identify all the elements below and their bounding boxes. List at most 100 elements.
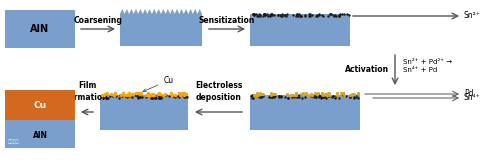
Point — [282, 14, 290, 17]
Point — [301, 14, 309, 17]
Point — [283, 13, 291, 16]
Point — [260, 15, 268, 17]
Point — [316, 97, 324, 99]
Point — [267, 95, 275, 97]
Bar — [100, 95, 188, 130]
Point — [266, 95, 274, 98]
Point — [142, 95, 150, 98]
Polygon shape — [120, 9, 202, 46]
Point — [262, 13, 270, 16]
Point — [122, 94, 130, 97]
Point — [282, 93, 290, 95]
Point — [136, 92, 144, 95]
Point — [294, 96, 302, 99]
Text: Film
formation: Film formation — [66, 81, 108, 102]
Point — [256, 96, 264, 99]
Point — [110, 94, 118, 96]
Point — [346, 93, 354, 96]
Point — [264, 14, 272, 17]
Point — [148, 97, 156, 99]
Point — [143, 94, 151, 97]
Point — [266, 12, 274, 15]
Point — [320, 95, 328, 98]
Point — [312, 15, 320, 17]
Point — [100, 95, 108, 98]
Point — [150, 94, 158, 96]
Point — [339, 94, 347, 96]
Point — [350, 96, 358, 99]
Point — [266, 13, 274, 16]
Point — [296, 93, 304, 95]
Point — [308, 93, 316, 96]
Point — [336, 13, 344, 16]
Point — [256, 15, 264, 17]
Point — [179, 94, 187, 96]
Point — [252, 94, 260, 96]
Point — [158, 95, 166, 98]
Point — [321, 92, 329, 95]
Point — [125, 94, 133, 97]
Point — [250, 12, 258, 15]
Point — [100, 94, 108, 97]
Point — [306, 93, 314, 96]
Point — [292, 15, 300, 18]
Point — [249, 96, 257, 99]
Point — [180, 92, 188, 95]
Point — [118, 95, 126, 97]
Point — [250, 93, 258, 96]
Point — [125, 94, 133, 97]
Point — [182, 94, 190, 97]
Point — [267, 12, 275, 15]
Point — [165, 94, 173, 97]
Point — [336, 97, 344, 99]
Point — [328, 96, 336, 99]
Bar — [250, 14, 350, 46]
Point — [292, 96, 300, 98]
Point — [308, 13, 316, 16]
Point — [344, 13, 352, 16]
Point — [259, 93, 267, 96]
Point — [156, 96, 164, 99]
Point — [150, 94, 158, 97]
Point — [260, 13, 268, 15]
Point — [306, 13, 314, 16]
Point — [104, 97, 112, 99]
Point — [278, 14, 285, 17]
Point — [274, 95, 282, 97]
Point — [276, 94, 283, 97]
Point — [248, 94, 256, 96]
Point — [148, 92, 156, 95]
Point — [148, 94, 156, 97]
Point — [310, 96, 318, 99]
Point — [322, 94, 330, 97]
Point — [335, 15, 343, 17]
Point — [253, 14, 261, 17]
Point — [128, 95, 136, 98]
Point — [252, 94, 260, 96]
Point — [314, 92, 322, 94]
Point — [318, 95, 326, 98]
Text: Cu: Cu — [34, 101, 46, 110]
Point — [346, 96, 354, 98]
Point — [182, 96, 190, 98]
Point — [293, 13, 301, 16]
Point — [172, 94, 179, 96]
Point — [177, 93, 185, 95]
Point — [154, 92, 162, 95]
Point — [178, 92, 186, 95]
Point — [130, 93, 138, 95]
Point — [267, 13, 275, 16]
Point — [268, 92, 276, 95]
Point — [312, 14, 320, 17]
Point — [268, 13, 276, 16]
Point — [296, 13, 304, 16]
Point — [256, 93, 264, 96]
Point — [136, 96, 143, 98]
Point — [332, 95, 340, 97]
Point — [154, 94, 162, 96]
Point — [318, 93, 326, 96]
Point — [309, 94, 317, 96]
Bar — [5, 10, 75, 48]
Point — [175, 91, 183, 94]
Point — [256, 14, 264, 16]
